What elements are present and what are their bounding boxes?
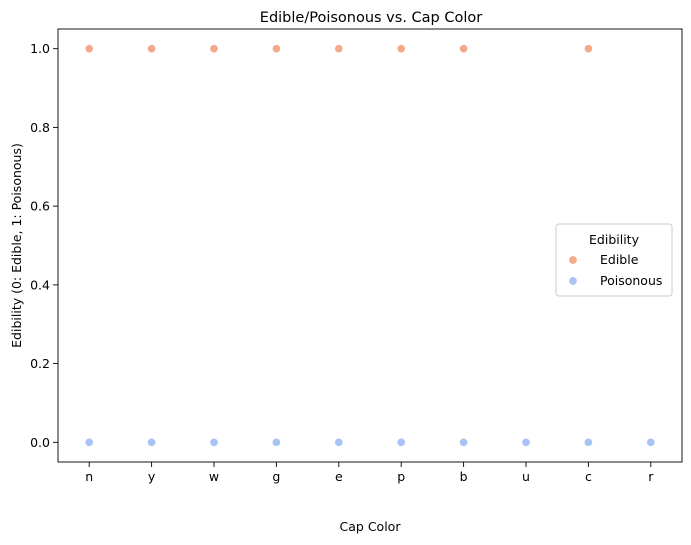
x-tick-label: c <box>585 469 592 484</box>
data-point-poisonous <box>209 437 219 447</box>
x-tick-label: b <box>460 469 468 484</box>
plot-area-frame <box>57 28 683 463</box>
data-point-poisonous <box>583 437 593 447</box>
data-point-edible <box>271 44 281 54</box>
data-point-edible <box>583 44 593 54</box>
x-tick-label: p <box>397 469 405 484</box>
y-tick-label: 1.0 <box>30 41 50 56</box>
data-point-poisonous <box>334 437 344 447</box>
legend-marker-poisonous <box>568 276 578 286</box>
data-point-poisonous <box>271 437 281 447</box>
data-point-edible <box>209 44 219 54</box>
legend-label-poisonous: Poisonous <box>600 273 662 288</box>
legend-label-edible: Edible <box>600 252 639 267</box>
data-point-poisonous <box>459 437 469 447</box>
chart-title: Edible/Poisonous vs. Cap Color <box>260 10 482 26</box>
data-point-poisonous <box>521 437 531 447</box>
data-point-edible <box>396 44 406 54</box>
x-tick-label: w <box>209 469 219 484</box>
data-point-poisonous <box>396 437 406 447</box>
y-tick-label: 0.8 <box>30 120 50 135</box>
x-tick-label: r <box>648 469 654 484</box>
data-point-edible <box>147 44 157 54</box>
data-point-poisonous <box>147 437 157 447</box>
y-tick-label: 0.4 <box>30 277 50 292</box>
x-tick-label: n <box>85 469 93 484</box>
x-tick-label: e <box>335 469 343 484</box>
x-tick-label: u <box>522 469 530 484</box>
legend: Edibility Edible Poisonous <box>555 223 673 297</box>
data-points <box>84 44 656 447</box>
y-tick-label: 0.2 <box>30 356 50 371</box>
legend-box <box>555 223 673 297</box>
legend-title: Edibility <box>589 232 640 247</box>
legend-marker-edible <box>568 255 578 265</box>
data-point-edible <box>334 44 344 54</box>
data-point-edible <box>84 44 94 54</box>
y-tick-label: 0.6 <box>30 199 50 214</box>
data-point-edible <box>459 44 469 54</box>
x-axis-label: Cap Color <box>340 519 402 534</box>
data-point-poisonous <box>646 437 656 447</box>
x-tick-label: g <box>272 469 280 484</box>
y-tick-label: 0.0 <box>30 435 50 450</box>
data-point-poisonous <box>84 437 94 447</box>
legend-entries: Edible Poisonous <box>568 252 662 288</box>
x-tick-label: y <box>148 469 156 484</box>
y-axis-label: Edibility (0: Edible, 1: Poisonous) <box>9 143 24 348</box>
y-axis: 0.0 0.2 0.4 0.6 0.8 1.0 <box>30 41 58 450</box>
